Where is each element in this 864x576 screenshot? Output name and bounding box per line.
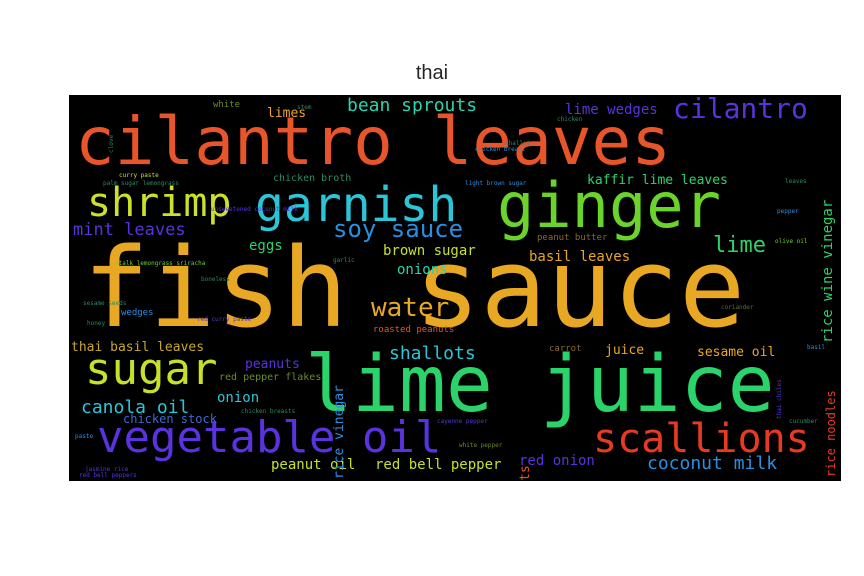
word-coriander: coriander [721,304,754,311]
word-roasted-peanuts: roasted peanuts [373,325,455,335]
word-olive-oil: olive oil [775,238,808,245]
word-thai-chiles: thai chiles [776,379,783,419]
word-onion: onion [217,390,260,406]
word-lime-juice: lime juice [305,340,775,430]
word-cayenne-pepper: cayenne pepper [437,418,488,425]
word-stem: stem [297,104,312,111]
word-mint-leaves: mint leaves [73,220,186,240]
word-leaves: leaves [785,178,807,185]
word-shallot: shallot [505,140,531,147]
word-lime: lime [713,233,766,258]
word-curry-paste: curry paste [119,172,159,179]
word-white-pepper: white pepper [459,442,503,449]
word-honey: honey [87,320,106,327]
word-sesame-seeds: sesame seeds [83,300,127,307]
word-rice-vinegar: rice vinegar [332,385,347,479]
word-rice-noodles: rice noodles [824,390,838,477]
word-eggs: eggs [249,238,283,254]
word-paste: paste [75,433,94,440]
word-garnish: garnish [255,177,458,233]
word-sesame-oil: sesame oil [697,345,776,360]
word-red-bell-peppers: red bell peppers [79,472,137,479]
word-cilantro: cilantro [673,95,808,125]
word-cilantro-leaves: cilantro leaves [75,103,672,180]
word-lime-wedges: lime wedges [565,102,658,118]
word-chicken-breasts: chicken breasts [241,408,296,415]
word-sugar: sugar [85,344,218,395]
word-juice: juice [605,343,645,358]
word-scallions: scallions [593,416,810,462]
word-cloud: fish sauce cilantro leaves lime juice ginge… [69,95,841,481]
word-rice-wine-vinegar: rice wine vinegar [820,199,836,343]
word-garlic: garlic [333,257,355,264]
word-shrimp: shrimp [87,180,232,226]
word-wedges: wedges [121,308,154,318]
word-water: water [371,293,450,323]
word-canola-oil: canola oil [81,397,190,418]
word-light-brown-sugar: light brown sugar [465,180,527,187]
word-boneless: boneless [201,276,230,283]
word-cucumber: cucumber [789,418,818,425]
word-peanut-oil: peanut oil [271,457,356,473]
word-pepper: pepper [777,208,799,215]
word-peanut-butter: peanut butter [537,233,608,243]
word-coconut-milk: coconut milk [647,453,778,474]
word-soy-sauce: soy sauce [333,215,464,243]
word-basil-leaves: basil leaves [529,249,631,265]
word-palm-sugar-lemongrass: palm sugar lemongrass [103,180,179,187]
word-jasmine-rice: jasmine rice [85,466,129,473]
word-chicken-broth: chicken broth [273,173,352,184]
word-kaffir-lime-leaves: kaffir lime leaves [587,173,728,188]
word-red-curry-paste: red curry paste [197,316,252,323]
word-chicken-breast: chicken breast [475,146,526,153]
word-onions: onions [397,262,448,278]
word-brown-sugar: brown sugar [383,243,476,259]
word-carrots: carrots [518,465,533,481]
word-chicken-stock: chicken stock [123,412,217,426]
word-fish-sauce: fish sauce [83,224,746,352]
word-white: white [213,100,241,110]
word-shallots: shallots [389,343,476,364]
word-peanuts: peanuts [245,357,300,372]
word-stalk-lemongrass-sriracha: stalk lemongrass sriracha [115,260,206,267]
word-red-pepper-flakes: red pepper flakes [219,372,322,383]
word-vegetable-oil: vegetable oil [97,412,442,463]
word-bean-sprouts: bean sprouts [347,95,478,116]
chart-title: thai [415,62,449,84]
word-basil: basil [807,344,826,351]
word-red-bell-pepper: red bell pepper [375,457,502,473]
word-unsweetened-coconut-milk: unsweetened coconut milk [211,206,298,213]
word-carrot: carrot [549,344,582,354]
word-limes: limes [267,106,307,121]
word-thai-basil-leaves: thai basil leaves [71,340,205,355]
word-red-onion: red onion [519,453,595,469]
word-chicken: chicken [557,116,583,123]
word-ginger: ginger [497,169,721,242]
word-clove: clove [108,134,115,153]
